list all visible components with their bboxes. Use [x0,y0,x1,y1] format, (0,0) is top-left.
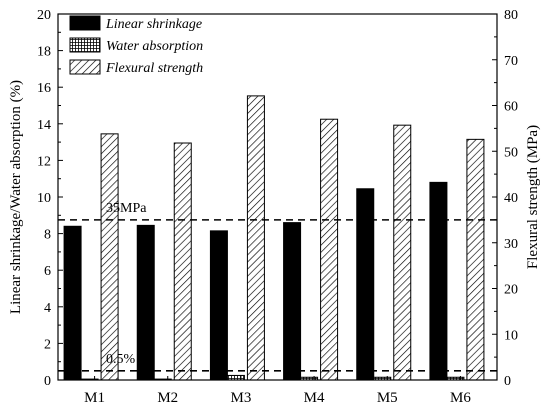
y-tick-label: 12 [37,154,51,169]
bar-flexural-strength-m6 [466,138,485,381]
y2-axis-label: Flexural strength (MPa) [525,125,541,269]
y-tick-label: 16 [37,81,51,96]
y2-tick-label: 60 [504,100,518,115]
bar-flexural-strength-m3 [246,95,265,381]
legend-label: Linear shrinkage [105,17,202,32]
x-tick-label: M2 [157,390,178,406]
y-tick-label: 4 [44,301,51,316]
y-tick-label: 6 [44,264,51,279]
y-tick-label: 14 [37,118,51,133]
legend-swatch-water-absorption [69,37,101,53]
y2-tick-label: 0 [504,374,511,389]
y2-tick-label: 10 [504,328,518,343]
bar-linear-shrinkage-m2 [136,224,155,381]
legend-label: Water absorption [106,39,203,54]
legend-label: Flexural strength [105,61,203,76]
bar-flexural-strength-m5 [393,124,412,381]
y2-tick-label: 50 [504,145,518,160]
y-tick-label: 8 [44,228,51,243]
bar-flexural-strength-m1 [100,133,119,381]
y2-tick-label: 20 [504,283,518,298]
bar-linear-shrinkage-m3 [209,230,228,381]
legend-swatch-flexural-strength [69,59,101,75]
legend-swatch-linear-shrinkage [69,15,101,31]
legend: Linear shrinkage Water absorption Flexural… [69,15,203,76]
y-tick-label: 20 [37,8,51,23]
bar-linear-shrinkage-m4 [283,222,302,381]
bar-linear-shrinkage-m1 [63,225,82,381]
reference-line-label: 0.5% [106,352,136,367]
bar-flexural-strength-m2 [173,142,192,381]
y-tick-label: 10 [37,191,51,206]
bar-flexural-strength-m4 [320,118,339,381]
plot-area: M1 M2 M3 M4 M5 M6 35MPa 0.5% 0 2 4 6 8 10 12 14 16 18 20 0 1… [8,8,541,406]
x-tick-label: M1 [84,390,105,406]
x-tick-label: M4 [304,390,325,406]
y2-tick-label: 70 [504,54,518,69]
reference-line-label: 35MPa [106,201,147,216]
y2-tick-label: 30 [504,237,518,252]
x-tick-label: M3 [230,390,251,406]
x-tick-label: M6 [450,390,471,406]
bar-water-absorption-m3 [226,374,245,381]
y-tick-label: 0 [44,374,51,389]
y2-tick-label: 40 [504,191,518,206]
y2-tick-label: 80 [504,8,518,23]
x-tick-label: M5 [377,390,398,406]
bar-linear-shrinkage-m5 [356,188,375,381]
y-axis-label: Linear shrinkage/Water absorption (%) [8,80,24,314]
bar-linear-shrinkage-m6 [429,181,448,381]
y-tick-label: 18 [37,45,51,60]
y-tick-label: 2 [44,337,51,352]
